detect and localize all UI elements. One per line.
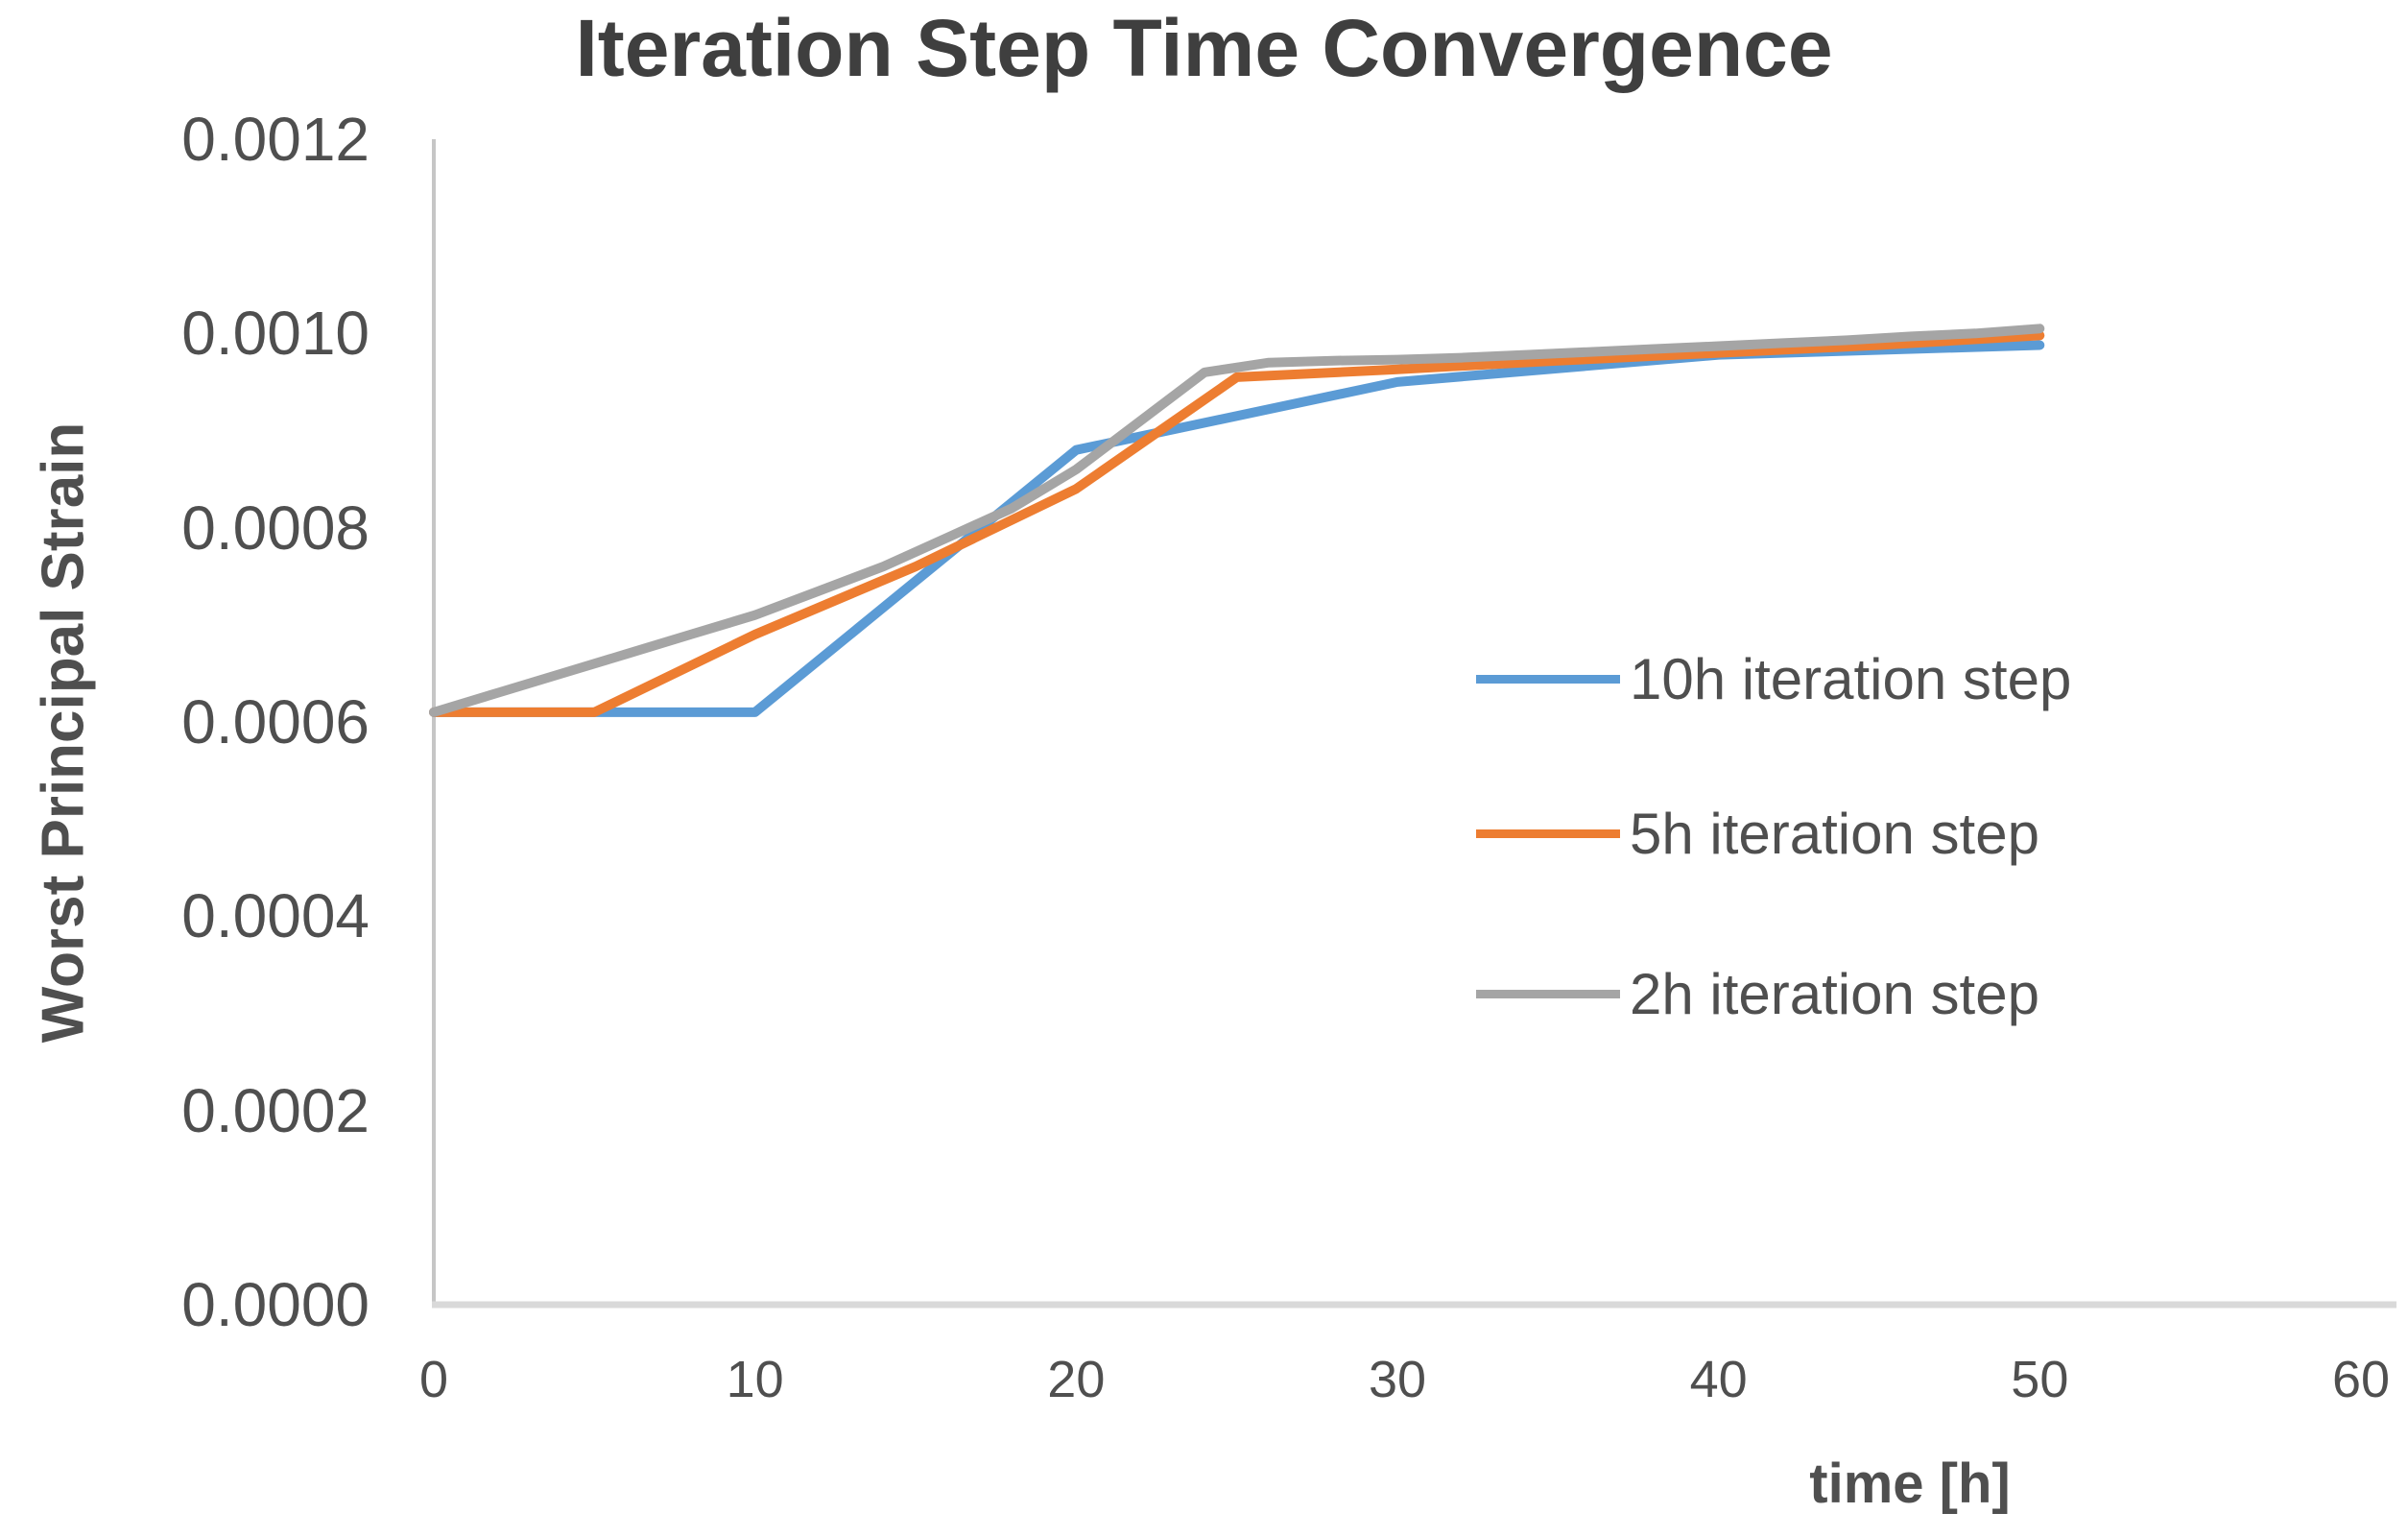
- legend-item-10h-iteration-step: 10h iteration step: [1476, 636, 2071, 722]
- x-tick-label: 40: [1689, 1351, 1748, 1408]
- y-tick-label: 0.0010: [181, 299, 370, 369]
- series-line-5h-iteration-step: [429, 330, 2045, 717]
- legend-label: 2h iteration step: [1630, 961, 2039, 1026]
- x-tick-label: 0: [418, 1351, 449, 1408]
- y-tick-label: 0.0002: [181, 1075, 370, 1145]
- x-tick-label: 10: [726, 1351, 784, 1408]
- legend-line-swatch-icon: [1476, 989, 1620, 998]
- x-tick-label: 60: [2331, 1351, 2391, 1408]
- legend-label: 5h iteration step: [1630, 801, 2039, 866]
- y-tick-label: 0.0012: [181, 105, 370, 174]
- legend-line-swatch-icon: [1476, 829, 1620, 838]
- legend-line-swatch-icon: [1476, 674, 1620, 684]
- y-tick-label: 0.0006: [181, 687, 370, 756]
- x-axis-title: time [h]: [1809, 1453, 2011, 1515]
- x-tick-label: 50: [2011, 1351, 2069, 1408]
- y-tick-label: 0.0008: [181, 492, 370, 563]
- chart-title: Iteration Step Time Convergence: [575, 3, 1833, 93]
- y-tick-label: 0.0000: [181, 1270, 370, 1339]
- legend-item-2h-iteration-step: 2h iteration step: [1476, 950, 2039, 1037]
- x-tick-label: 30: [1368, 1351, 1427, 1408]
- series-line-2h-iteration-step: [429, 324, 2045, 717]
- legend-label: 10h iteration step: [1630, 646, 2072, 711]
- legend-item-5h-iteration-step: 5h iteration step: [1476, 790, 2039, 877]
- y-tick-label: 0.0004: [181, 881, 370, 951]
- x-tick-label: 20: [1047, 1351, 1106, 1408]
